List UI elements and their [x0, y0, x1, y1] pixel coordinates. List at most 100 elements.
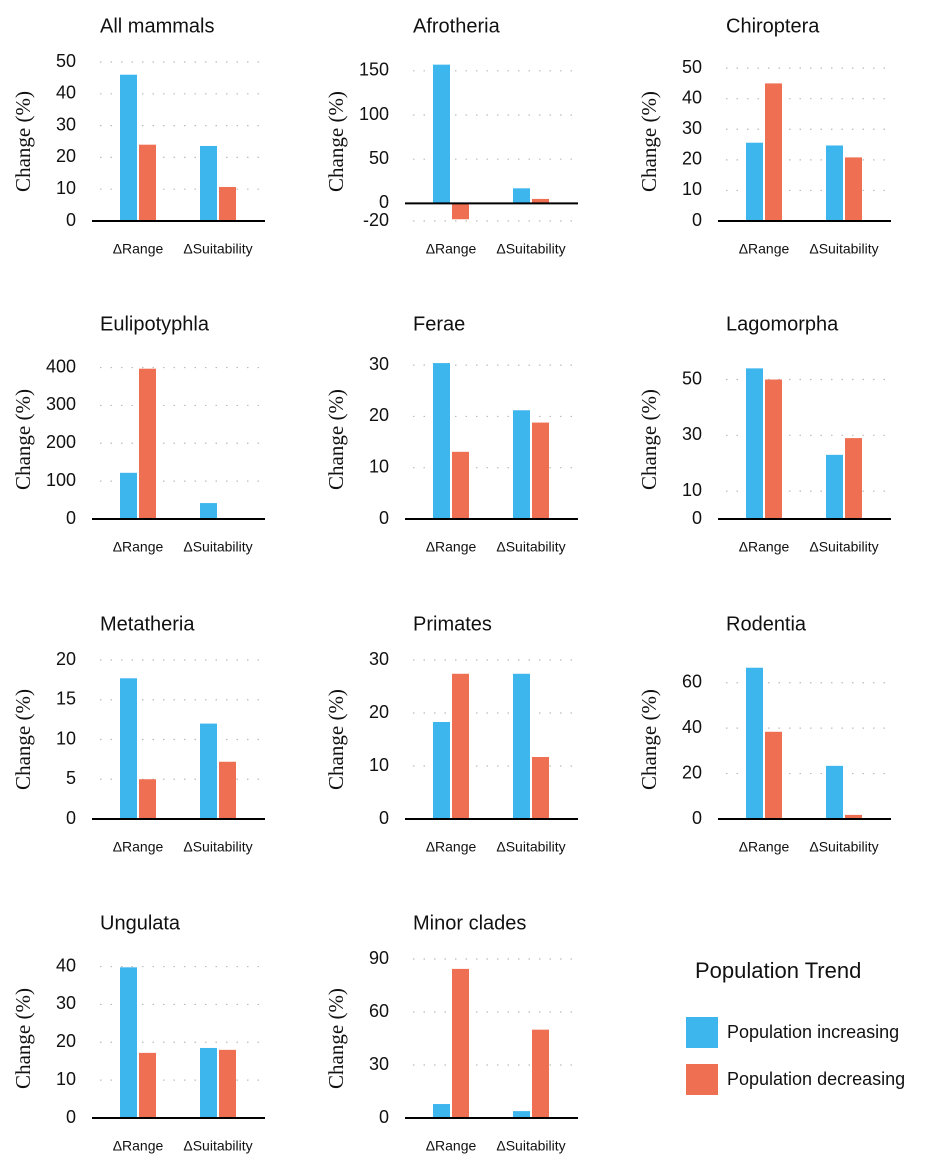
- y-tick-label: 10: [56, 178, 76, 198]
- bar: [120, 967, 137, 1118]
- y-axis-label: Change (%): [637, 689, 661, 790]
- legend-label: Population increasing: [727, 1022, 899, 1042]
- y-tick-label: 150: [359, 60, 389, 80]
- bar: [532, 423, 549, 519]
- y-tick-label: 0: [692, 508, 702, 528]
- figure: Population Trend All mammals Change (%) 0 1…: [0, 0, 940, 1158]
- x-tick-label: ΔRange: [113, 241, 164, 257]
- bar: [513, 674, 530, 819]
- y-tick-label: 30: [369, 1054, 389, 1074]
- y-tick-label: 0: [692, 210, 702, 230]
- bar: [433, 65, 450, 204]
- y-tick-label: 200: [46, 432, 76, 452]
- panel-title: Afrotheria: [413, 15, 501, 37]
- y-tick-label: 400: [46, 356, 76, 376]
- y-tick-label: 30: [56, 114, 76, 134]
- bar: [746, 668, 763, 819]
- bar: [746, 368, 763, 519]
- y-tick-label: 60: [682, 671, 702, 691]
- y-tick-label: 30: [682, 424, 702, 444]
- bar: [845, 438, 862, 519]
- y-tick-label: 0: [66, 808, 76, 828]
- panel-title: Minor clades: [413, 912, 526, 934]
- bar: [765, 732, 782, 819]
- bar: [532, 1030, 549, 1118]
- y-tick-label: 50: [369, 148, 389, 168]
- x-tick-label: ΔSuitability: [809, 539, 878, 555]
- y-tick-label: 30: [369, 649, 389, 669]
- y-axis-label: Change (%): [637, 389, 661, 490]
- bar: [219, 1050, 236, 1118]
- y-tick-label: 300: [46, 394, 76, 414]
- bar: [532, 757, 549, 819]
- bar: [200, 724, 217, 819]
- x-tick-label: ΔRange: [113, 839, 164, 855]
- x-tick-label: ΔSuitability: [183, 839, 252, 855]
- bar: [219, 762, 236, 819]
- bar: [139, 1053, 156, 1118]
- panel-title: Ungulata: [100, 912, 181, 934]
- y-axis-label: Change (%): [324, 389, 348, 490]
- y-tick-label: -20: [363, 210, 389, 230]
- y-tick-label: 20: [369, 405, 389, 425]
- x-tick-label: ΔRange: [426, 241, 477, 257]
- y-tick-label: 40: [682, 717, 702, 737]
- bar: [746, 143, 763, 221]
- y-axis-label: Change (%): [11, 389, 35, 490]
- bar: [765, 83, 782, 221]
- y-tick-label: 20: [56, 146, 76, 166]
- bar: [513, 410, 530, 519]
- y-tick-label: 50: [682, 368, 702, 388]
- x-tick-label: ΔSuitability: [496, 1138, 565, 1154]
- y-axis-label: Change (%): [324, 689, 348, 790]
- legend-swatch: [686, 1017, 718, 1048]
- x-tick-label: ΔSuitability: [183, 241, 252, 257]
- y-axis-label: Change (%): [11, 91, 35, 192]
- panel-title: Ferae: [413, 313, 465, 335]
- y-tick-label: 30: [682, 118, 702, 138]
- bar: [826, 766, 843, 819]
- y-tick-label: 0: [379, 1107, 389, 1127]
- bar: [120, 75, 137, 221]
- bar: [826, 455, 843, 519]
- y-tick-label: 40: [56, 955, 76, 975]
- bar: [452, 674, 469, 819]
- bar: [452, 452, 469, 519]
- x-tick-label: ΔRange: [113, 1138, 164, 1154]
- y-tick-label: 15: [56, 689, 76, 709]
- y-tick-label: 0: [66, 1107, 76, 1127]
- x-tick-label: ΔSuitability: [809, 839, 878, 855]
- bar: [139, 779, 156, 819]
- bar: [452, 969, 469, 1118]
- bar: [200, 1048, 217, 1118]
- y-tick-label: 20: [369, 702, 389, 722]
- y-axis-label: Change (%): [11, 988, 35, 1089]
- panel-title: Eulipotyphla: [100, 313, 210, 335]
- y-tick-label: 50: [682, 57, 702, 77]
- x-tick-label: ΔRange: [113, 539, 164, 555]
- panel-title: Metatheria: [100, 613, 195, 635]
- bar: [765, 380, 782, 519]
- legend-title: Population Trend: [695, 958, 861, 983]
- y-tick-label: 20: [682, 762, 702, 782]
- y-tick-label: 20: [56, 1031, 76, 1051]
- x-tick-label: ΔSuitability: [183, 1138, 252, 1154]
- y-axis-label: Change (%): [324, 91, 348, 192]
- bar: [120, 473, 137, 519]
- y-axis-label: Change (%): [11, 689, 35, 790]
- x-tick-label: ΔRange: [739, 539, 790, 555]
- x-tick-label: ΔSuitability: [496, 241, 565, 257]
- legend-swatch: [686, 1064, 718, 1095]
- bar: [433, 1104, 450, 1118]
- x-tick-label: ΔRange: [739, 839, 790, 855]
- y-tick-label: 50: [56, 51, 76, 71]
- panel-title: All mammals: [100, 15, 214, 37]
- x-tick-label: ΔRange: [426, 839, 477, 855]
- y-tick-label: 100: [46, 470, 76, 490]
- x-tick-label: ΔRange: [739, 241, 790, 257]
- bar: [513, 188, 530, 203]
- y-tick-label: 10: [56, 728, 76, 748]
- y-tick-label: 10: [682, 179, 702, 199]
- y-tick-label: 100: [359, 104, 389, 124]
- bar: [219, 187, 236, 221]
